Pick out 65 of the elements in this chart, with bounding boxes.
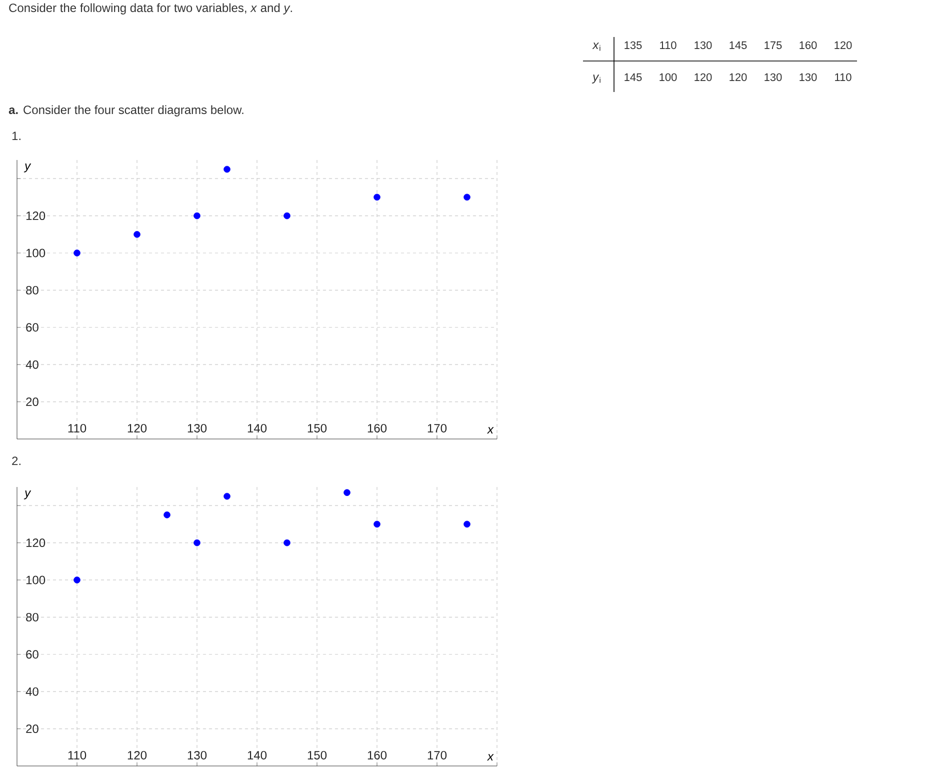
text: 110: [660, 41, 676, 50]
y-axis-title: y: [24, 490, 32, 500]
y-axis-title: y: [24, 164, 32, 172]
text: 120: [730, 73, 747, 82]
y-tick-label: 40: [26, 360, 38, 369]
text: 135: [624, 41, 642, 50]
text: 100: [660, 73, 677, 82]
point: [344, 489, 350, 496]
text: 110: [835, 73, 852, 82]
x-tick-label: 120: [128, 424, 147, 432]
y-tick-label: 100: [26, 576, 46, 584]
x-tick-label: 130: [188, 424, 207, 432]
x-tick-label: 160: [368, 424, 387, 432]
chart-title: 1.: [12, 132, 20, 140]
text: 130: [800, 73, 817, 82]
point: [464, 520, 470, 528]
x-tick-label: 110: [68, 750, 86, 760]
chart-title: 2.: [12, 456, 20, 465]
point: [194, 212, 200, 220]
point: [74, 250, 80, 256]
point: [374, 520, 380, 528]
point: [194, 539, 200, 546]
y-tick-label: 60: [26, 650, 38, 659]
y-tick-label: 100: [26, 248, 46, 258]
x-tick-label: 120: [128, 750, 147, 760]
point: [464, 194, 470, 201]
text: 175: [764, 41, 782, 50]
text: 160: [800, 41, 817, 50]
point: [284, 212, 290, 220]
x-axis-title: x: [486, 427, 494, 434]
x-tick-label: 170: [428, 750, 447, 760]
text: 145: [730, 41, 747, 50]
x-tick-label: 150: [308, 750, 327, 760]
point: [74, 576, 80, 584]
x-tick-label: 150: [308, 424, 327, 432]
text: 145: [624, 73, 642, 82]
x-tick-label: 170: [428, 424, 447, 432]
x-tick-label: 130: [188, 750, 207, 760]
y-tick-label: 40: [26, 687, 38, 696]
y-tick-label: 120: [26, 212, 46, 220]
point: [224, 492, 230, 500]
x-tick-label: 140: [248, 424, 267, 432]
y-tick-label: 120: [26, 538, 46, 548]
text: 130: [764, 73, 782, 82]
text: 130: [694, 41, 712, 50]
point: [134, 230, 140, 238]
point: [374, 194, 380, 201]
text: x$_{i}$: [592, 42, 600, 51]
x-tick-label: 160: [368, 750, 387, 760]
y-tick-label: 20: [26, 724, 38, 734]
x-tick-label: 140: [248, 750, 267, 760]
text: a. Consider the four scatter diagrams below.: [8, 105, 244, 116]
y-tick-label: 20: [26, 398, 38, 406]
y-tick-label: 80: [26, 286, 38, 294]
x-tick-label: 110: [68, 424, 86, 432]
text: 120: [834, 41, 852, 50]
point: [164, 511, 170, 518]
y-tick-label: 80: [26, 612, 38, 622]
point: [284, 539, 290, 546]
x-axis-title: x: [486, 754, 494, 760]
point: [224, 166, 230, 173]
y-tick-label: 60: [26, 323, 38, 332]
text: Consider the following data for two variables, x and y.: [9, 3, 292, 14]
text: y$_{i}$: [592, 74, 600, 84]
text: 120: [694, 73, 712, 82]
